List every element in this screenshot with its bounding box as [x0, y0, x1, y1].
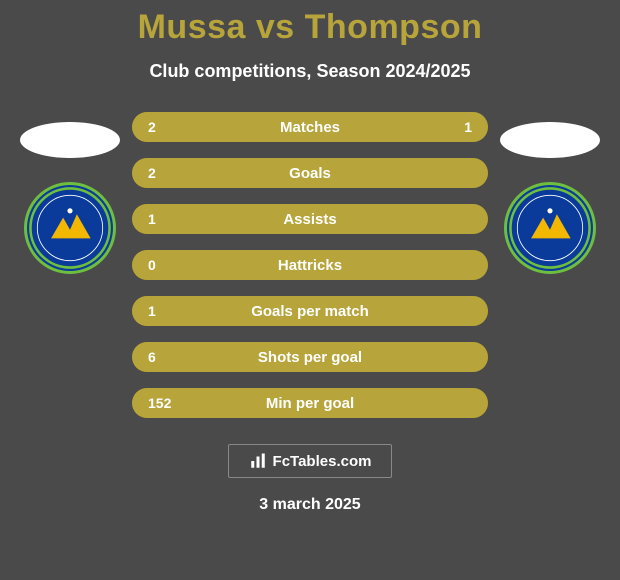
- stat-bar-left-value: 2: [148, 158, 156, 188]
- stat-bar-label: Matches: [280, 119, 340, 136]
- stat-bars: 2 1 Matches 2 Goals 1 Assists 0 Hattricks 1 Goals …: [132, 112, 488, 418]
- stat-bar-left-value: 2: [148, 112, 156, 142]
- left-club-badge: [24, 182, 116, 274]
- stat-bar-row: 0 Hattricks: [132, 250, 488, 280]
- stat-bar-label: Assists: [283, 211, 336, 228]
- stat-bar-label: Goals per match: [251, 303, 369, 320]
- left-flag-ellipse: [20, 122, 120, 158]
- right-club-badge: [504, 182, 596, 274]
- stat-bar-right-value: 1: [464, 112, 472, 142]
- stat-bar-label: Goals: [289, 165, 331, 182]
- stat-bar-label: Hattricks: [278, 257, 342, 274]
- stat-bar-row: 2 Goals: [132, 158, 488, 188]
- stat-bar-left-value: 152: [148, 388, 171, 418]
- right-player-column: [500, 112, 600, 274]
- stat-bar-row: 1 Goals per match: [132, 296, 488, 326]
- stat-bar-row: 6 Shots per goal: [132, 342, 488, 372]
- stat-bar-label: Min per goal: [266, 395, 354, 412]
- brand-label: FcTables.com: [273, 453, 372, 470]
- page-subtitle: Club competitions, Season 2024/2025: [149, 61, 470, 82]
- footer-date: 3 march 2025: [259, 496, 360, 514]
- left-player-column: [20, 112, 120, 274]
- right-flag-ellipse: [500, 122, 600, 158]
- club-crest-icon: [507, 185, 593, 271]
- club-crest-icon: [27, 185, 113, 271]
- stat-bar-row: 2 1 Matches: [132, 112, 488, 142]
- brand-badge[interactable]: FcTables.com: [228, 444, 392, 478]
- stat-bar-left-value: 1: [148, 296, 156, 326]
- stat-bar-row: 1 Assists: [132, 204, 488, 234]
- stat-bar-left-value: 6: [148, 342, 156, 372]
- stat-bar-left-value: 1: [148, 204, 156, 234]
- stat-bar-row: 152 Min per goal: [132, 388, 488, 418]
- page-title: Mussa vs Thompson: [138, 8, 483, 47]
- stat-bar-left-value: 0: [148, 250, 156, 280]
- stat-bar-label: Shots per goal: [258, 349, 362, 366]
- bar-chart-icon: [249, 452, 267, 470]
- comparison-card: Mussa vs Thompson Club competitions, Sea…: [0, 0, 620, 580]
- content-row: 2 1 Matches 2 Goals 1 Assists 0 Hattricks 1 Goals …: [0, 112, 620, 418]
